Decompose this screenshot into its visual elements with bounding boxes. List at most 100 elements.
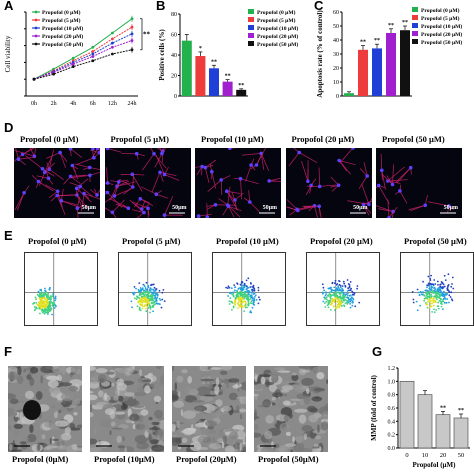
panel-label-b: B (156, 0, 166, 13)
y-tick-label: 60 (333, 10, 339, 16)
series-line (33, 49, 133, 80)
fluorescence-micrograph: 50μm (14, 148, 100, 218)
legend-label: Propofol (20 μM) (257, 33, 298, 40)
panel-label-c: C (314, 0, 324, 13)
significance-mark: ** (360, 40, 366, 46)
data-point (91, 50, 95, 53)
panel-label-e: E (4, 228, 13, 243)
legend-label: Propofol (5 μM) (42, 17, 81, 24)
x-tick-label: 0 (405, 452, 408, 459)
scale-bar-label: 50μm (172, 205, 187, 211)
scale-bar-label: 50μm (443, 205, 458, 211)
panel-label-a: A (4, 0, 14, 13)
panel-label-g: G (372, 344, 383, 359)
data-point (32, 77, 36, 81)
tem-caption: Propofol (50μM) (258, 454, 319, 464)
data-point (111, 41, 114, 45)
fluorescence-micrograph: 50μm (376, 148, 462, 218)
significance-mark: ** (440, 405, 446, 411)
y-tick-label: 0.6 (388, 406, 396, 412)
legend-swatch (248, 17, 254, 22)
panel-label-d: D (4, 120, 14, 135)
bar (372, 48, 382, 96)
legend-label: Propofol (5 μM) (257, 17, 296, 24)
significance-mark: * (199, 46, 202, 52)
bar (181, 40, 192, 96)
x-tick-label: 10 (422, 452, 429, 459)
bar (209, 68, 219, 96)
y-tick-label: 60 (171, 33, 177, 39)
legend-swatch (412, 7, 418, 12)
legend-swatch (412, 39, 418, 44)
legend-swatch (248, 9, 254, 14)
y-tick-label: 0 (174, 94, 177, 100)
fluorescence-micrograph: 50μm (195, 148, 281, 218)
legend-label: Propofol (0 μM) (421, 7, 460, 14)
tem-image (8, 366, 82, 452)
legend-swatch (412, 31, 418, 36)
fluorescence-micrograph: 50μm (104, 148, 191, 218)
tem-image (90, 366, 164, 452)
x-tick-label: 12h (108, 101, 117, 107)
legend-label: Propofol (20 μM) (42, 33, 83, 40)
data-point (71, 56, 75, 60)
legend-swatch (412, 15, 418, 20)
y-axis-label: MMP (fold of control) (370, 374, 378, 440)
legend-label: Propofol (50 μM) (257, 41, 298, 48)
series-line (33, 18, 133, 80)
tem-image (254, 366, 328, 452)
legend-marker (34, 42, 38, 46)
data-point (111, 31, 114, 35)
bar (400, 30, 410, 97)
data-point (52, 72, 55, 76)
series-line (33, 33, 133, 80)
bar (399, 380, 415, 449)
y-tick-label: 40 (171, 53, 177, 59)
legend-swatch (248, 33, 254, 38)
x-tick-label: 6h (90, 101, 96, 107)
legend-label: Propofol (20 μM) (421, 31, 462, 38)
legend-swatch (248, 41, 254, 46)
micrograph-title: Propofol (50 μM) (382, 134, 445, 144)
significance-mark: ** (211, 59, 217, 65)
flow-cytometry-plot (24, 252, 98, 326)
y-tick-label: 0 (336, 94, 339, 100)
flow-plot-title: Propofol (0 μM) (28, 236, 87, 246)
y-tick-label: 50 (333, 24, 339, 30)
y-tick-label: 30 (333, 52, 339, 58)
flow-cytometry-plot (118, 252, 192, 326)
flow-plot-title: Propofol (50 μM) (404, 236, 467, 246)
y-tick-label: 0.0 (388, 446, 396, 452)
y-tick-label: 20 (171, 74, 177, 80)
tem-caption: Propofol (0μM) (12, 454, 69, 464)
data-point (111, 52, 114, 56)
significance-mark: ** (402, 20, 408, 26)
bar (344, 93, 354, 96)
legend-label: Propofol (0 μM) (42, 9, 81, 16)
scale-bar-label: 50μm (262, 205, 277, 211)
data-point (91, 52, 95, 56)
cell-viability-chart: 0h 2h 4h 6h 12h 24h Cell viability Propofol (0 … (4, 9, 151, 107)
significance-mark: ** (143, 30, 151, 38)
series-line (33, 26, 133, 80)
y-tick-label: 1.2 (388, 366, 396, 372)
y-tick-label: 0.4 (388, 419, 396, 425)
micrograph-title: Propofol (20 μM) (291, 134, 355, 144)
data-point (91, 59, 95, 63)
bar (453, 417, 469, 449)
legend-label: Propofol (10 μM) (42, 25, 83, 32)
y-axis-label: Apoptosis rate (% of control) (316, 10, 324, 98)
micrograph-title: Propofol (10 μM) (201, 134, 264, 144)
flow-cytometry-plot (306, 252, 380, 326)
significance-mark: ** (388, 23, 394, 29)
y-tick-label: 40 (333, 38, 339, 44)
data-point (111, 45, 114, 49)
tem-caption: Propofol (20μM) (176, 454, 237, 464)
x-axis-label: Propofol (μM) (413, 461, 457, 469)
y-tick-label: 0.2 (388, 433, 396, 439)
flow-cytometry-plot (400, 252, 474, 326)
scale-bar-label: 50μm (353, 205, 368, 211)
legend-label: Propofol (50 μM) (421, 39, 462, 46)
bar (358, 49, 368, 96)
data-point (71, 65, 75, 68)
